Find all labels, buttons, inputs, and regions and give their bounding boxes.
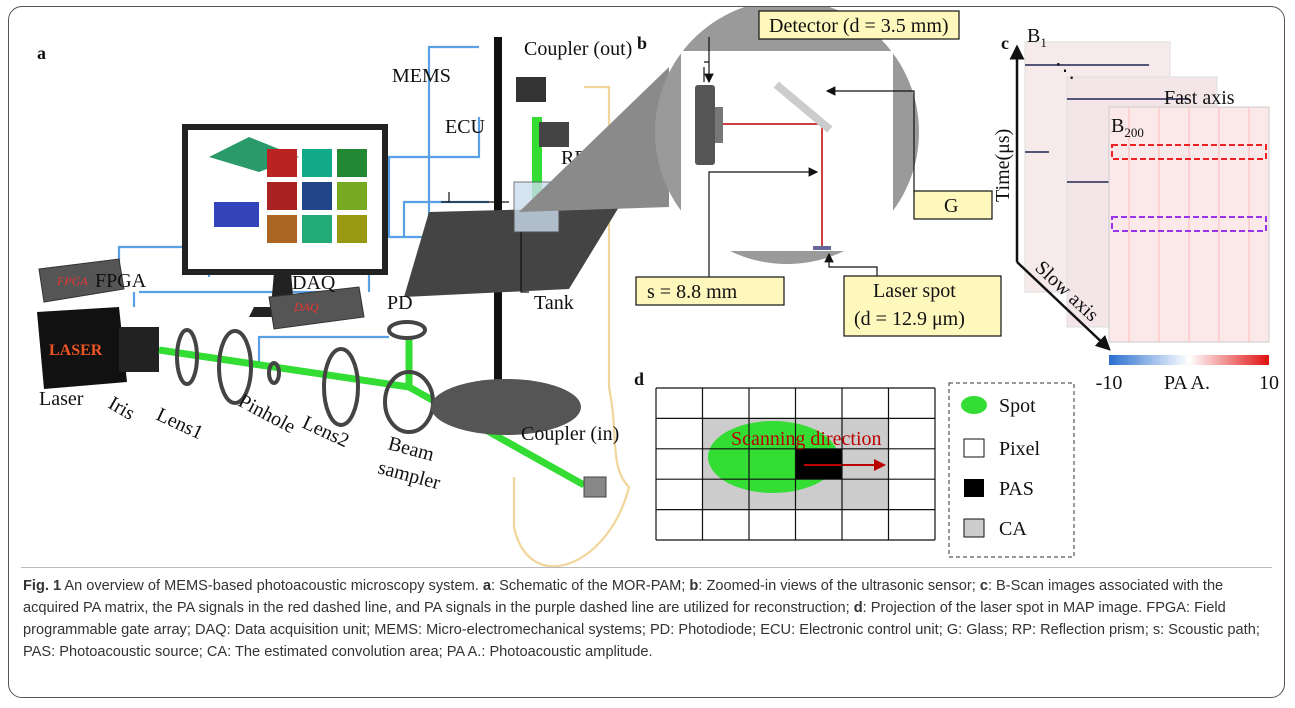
label: (d = 12.9 μm): [854, 308, 965, 330]
ellipsis: ⋱: [1055, 60, 1075, 82]
shape-rect: [267, 182, 297, 210]
figure-frame: a FPGA DAQ: [8, 6, 1285, 698]
legend-entry: CA: [999, 518, 1027, 540]
caption-text: : Zoomed-in views of the ultrasonic sens…: [698, 578, 979, 594]
shape-rect: [964, 439, 984, 457]
colorbar: [1109, 355, 1269, 365]
caption-bold: b: [689, 578, 698, 594]
caption-bold: d: [854, 600, 863, 616]
shape-rect: [214, 202, 259, 227]
colorbar-tick-label: -10: [1096, 372, 1123, 394]
label: B: [1027, 25, 1040, 47]
label: PD: [387, 292, 413, 314]
label: Lens1: [153, 404, 207, 445]
label: Laser spot: [873, 280, 956, 302]
caption-text: : Schematic of the MOR-PAM;: [491, 578, 689, 594]
shape-rect: [539, 122, 569, 147]
shape-rect: [119, 327, 159, 372]
panel-label: c: [1001, 33, 1009, 53]
divider: [21, 567, 1272, 568]
legend-entry: Pixel: [999, 438, 1041, 460]
shape-ellipse: [389, 322, 425, 338]
label: Iris: [105, 392, 139, 424]
device-text: DAQ: [293, 300, 319, 314]
caption: Fig. 1 An overview of MEMS-based photoac…: [23, 575, 1270, 663]
shape-g: [177, 322, 433, 432]
axis-label: Time(μs): [992, 129, 1014, 202]
scan-label: B1: [1027, 25, 1047, 50]
colorbar-label: PA A.: [1164, 372, 1210, 394]
device-text: FPGA: [56, 274, 88, 288]
shape-rect: [516, 77, 546, 102]
label: DAQ: [292, 272, 336, 294]
shape-rect: [337, 149, 367, 177]
caption-bold: a: [483, 578, 491, 594]
label: MEMS: [392, 65, 451, 87]
caption-bold: c: [980, 578, 988, 594]
label: FPGA: [95, 270, 147, 292]
shape-rect: [302, 149, 332, 177]
shape-path: [404, 207, 619, 297]
label: G: [944, 195, 958, 217]
panel-d: d Scanning direction Spot Pixel PAS CA: [634, 369, 1074, 557]
device-text: LASER: [49, 342, 103, 359]
shape-rect: [302, 215, 332, 243]
caption-bold: Fig. 1: [23, 578, 61, 594]
legend-entry: Spot: [999, 395, 1036, 417]
shape-rect: [584, 477, 606, 497]
label: Scanning direction: [731, 428, 882, 450]
shape-rect: [267, 215, 297, 243]
shape-g: [656, 388, 935, 540]
label: sampler: [376, 457, 443, 495]
shape-rect: [302, 182, 332, 210]
panel-label: a: [37, 43, 46, 63]
colorbar-tick-label: 10: [1259, 372, 1279, 394]
label: Laser: [39, 388, 84, 410]
shape-rect: [964, 479, 984, 497]
label: Pinhole: [235, 390, 299, 438]
figure: a FPGA DAQ: [9, 7, 1285, 567]
label: Coupler (in): [521, 423, 619, 445]
shape-rect: [813, 246, 831, 250]
shape-rect: [267, 149, 297, 177]
label: Coupler (out): [524, 38, 632, 60]
label: Lens2: [299, 412, 353, 453]
label: 1: [1040, 35, 1047, 50]
label: Tank: [534, 292, 574, 314]
shape-rect: [964, 519, 984, 537]
caption-text: An overview of MEMS-based photoacoustic …: [61, 578, 483, 594]
label: ECU: [445, 116, 486, 138]
shape-path: [829, 254, 877, 279]
label: B: [1111, 115, 1124, 137]
panel-a: a FPGA DAQ: [37, 37, 632, 566]
shape-rect: [337, 215, 367, 243]
label: Fast axis: [1164, 87, 1235, 109]
shape-rect: [695, 85, 715, 165]
panel-label: d: [634, 369, 644, 389]
shape-rect: [715, 107, 723, 143]
label: s = 8.8 mm: [647, 281, 738, 303]
panel-c: c B1 ⋱ Fast axis B200 Time(μs) Slow axis…: [992, 25, 1279, 394]
shape-ellipse: [961, 396, 987, 414]
label: Detector (d = 3.5 mm): [769, 15, 949, 37]
label: 200: [1124, 125, 1144, 140]
legend-entry: PAS: [999, 478, 1034, 500]
shape-path: [259, 337, 389, 367]
shape-ellipse: [324, 349, 358, 425]
shape-rect: [337, 182, 367, 210]
panel-label: b: [637, 33, 647, 53]
